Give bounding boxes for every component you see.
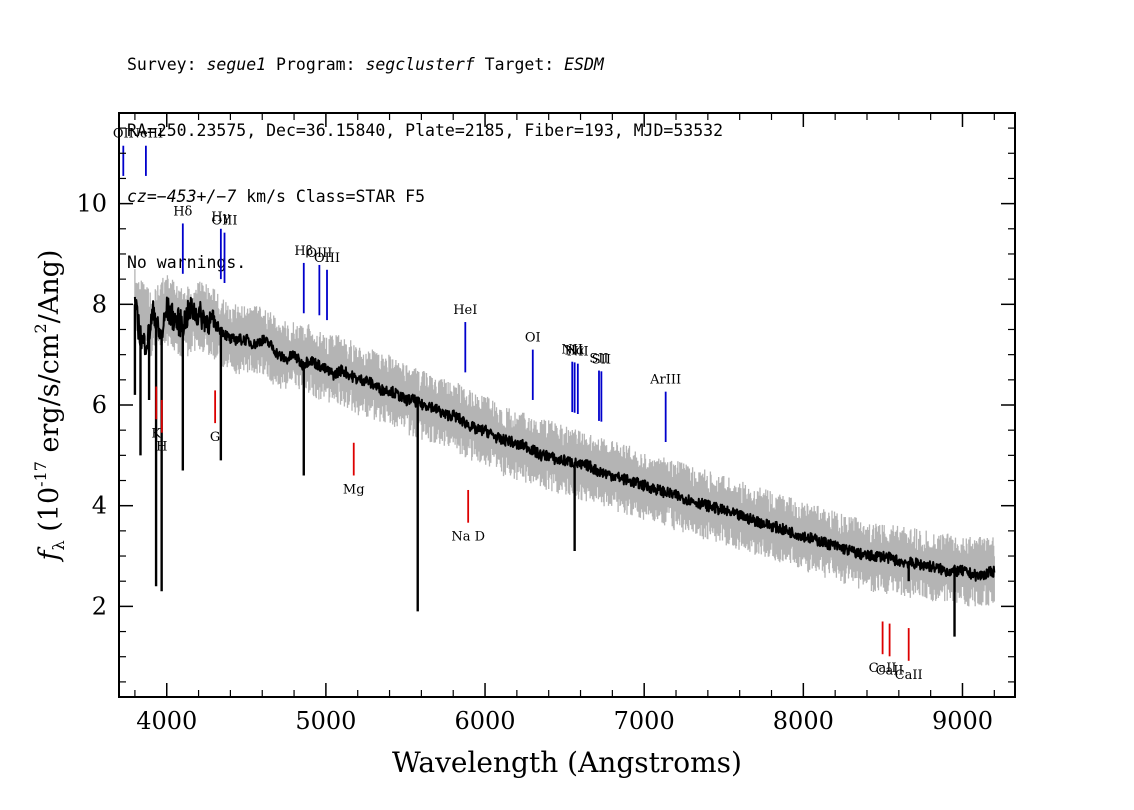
y-axis-label: fλ (10-17 erg/s/cm2/Ang) <box>31 250 68 563</box>
survey-label: Survey: <box>127 55 207 74</box>
ticks-layer: 4000 5000 6000 7000 8000 9000 2 4 6 8 10 <box>76 113 1015 735</box>
x-tick-label: 9000 <box>932 707 993 735</box>
header-line-survey: Survey: segue1 Program: segclusterf Targ… <box>127 54 723 76</box>
plot-frame <box>118 112 1016 698</box>
absorption-line-label: H <box>156 440 167 455</box>
target-label: Target: <box>474 55 565 74</box>
absorption-line-label: CaII <box>895 668 923 683</box>
redshift-value: cz=−453+/−7 <box>127 187 237 206</box>
absorption-line-label: Mg <box>343 482 365 497</box>
y-tick-label: 2 <box>92 592 107 620</box>
y-label-units: erg/s/cm <box>34 334 65 462</box>
y-tick-label: 6 <box>92 391 107 419</box>
spectrum-header: Survey: segue1 Program: segclusterf Targ… <box>127 10 723 296</box>
program-value: segclusterf <box>365 55 475 74</box>
emission-line-label: SII <box>589 352 608 367</box>
y-tick-label: 4 <box>92 492 107 520</box>
emission-line-label: Hγ <box>211 210 230 225</box>
header-line-redshift: cz=−453+/−7 km/s Class=STAR F5 <box>127 186 723 208</box>
survey-value: segue1 <box>206 55 267 74</box>
x-tick-label: 8000 <box>773 707 834 735</box>
emission-line-label: OIII <box>314 251 340 266</box>
emission-line-label: NeIII <box>129 127 163 142</box>
emission-line-label: HeI <box>453 303 477 318</box>
absorption-line-label: CaII <box>869 661 897 676</box>
absorption-line-label: CaII <box>876 663 904 678</box>
emission-line-label: OIII <box>306 246 332 261</box>
y-axis-label-text: fλ (10-17 erg/s/cm2/Ang) <box>31 250 68 563</box>
absorption-line-label: G <box>210 430 220 445</box>
emission-line-label: ArIII <box>649 373 681 388</box>
emission-line-label: NII <box>561 343 583 358</box>
y-label-sub: λ <box>49 540 68 550</box>
x-axis-label: Wavelength (Angstroms) <box>392 746 742 779</box>
x-tick-label: 4000 <box>136 707 197 735</box>
plot-data-layer <box>133 269 996 637</box>
y-label-tail: /Ang) <box>34 250 65 324</box>
emission-line-label: NII <box>567 345 589 360</box>
y-tick-label: 8 <box>92 290 107 318</box>
y-label-open: (10 <box>34 487 65 540</box>
y-tick-label: 10 <box>76 190 107 218</box>
emission-line-label: OI <box>525 331 541 346</box>
header-line-coordinates: RA=250.23575, Dec=36.15840, Plate=2185, … <box>127 121 724 140</box>
y-label-exp: -17 <box>31 461 50 487</box>
emission-line-label: Hδ <box>173 204 192 219</box>
emission-line-label: Hα <box>565 343 585 358</box>
x-tick-label: 7000 <box>614 707 675 735</box>
absorption-line-label: Na D <box>451 530 485 545</box>
absorption-line-label: K <box>151 426 161 441</box>
class-text: km/s Class=STAR F5 <box>236 187 426 206</box>
program-label: Program: <box>266 55 366 74</box>
flux-series-line <box>133 296 996 582</box>
x-tick-label: 6000 <box>455 707 516 735</box>
y-label-f: f <box>34 546 65 562</box>
emission-line-label: SII <box>592 352 611 367</box>
x-tick-label: 5000 <box>295 707 356 735</box>
emission-line-label: Hβ <box>294 244 313 259</box>
target-value: ESDM <box>564 55 604 74</box>
y-label-exp2: 2 <box>31 323 50 333</box>
emission-line-label: OIII <box>211 214 237 229</box>
